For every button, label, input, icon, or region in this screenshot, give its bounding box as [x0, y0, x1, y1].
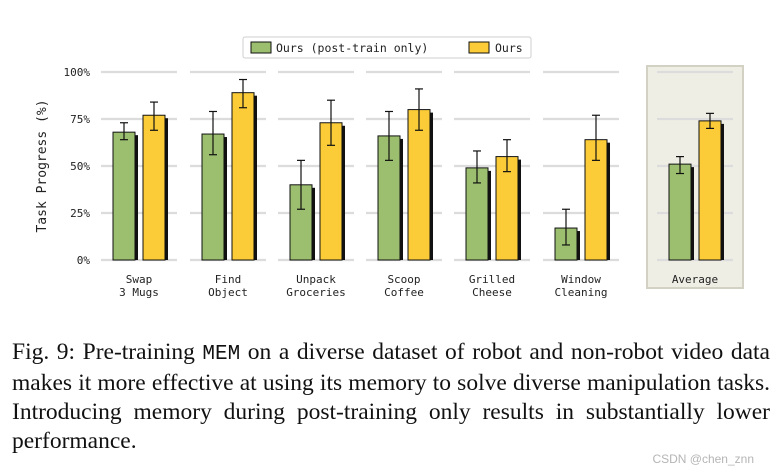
- y-tick-label: 100%: [64, 66, 91, 79]
- x-tick-label: Average: [672, 273, 718, 286]
- y-axis-label: Task Progress (%): [35, 99, 50, 232]
- x-tick-label: 3 Mugs: [119, 286, 159, 299]
- x-tick-label: Unpack: [296, 273, 336, 286]
- legend-label: Ours: [495, 41, 523, 55]
- bar: [407, 109, 431, 261]
- y-tick-label: 75%: [70, 113, 90, 126]
- legend-swatch: [468, 41, 490, 54]
- x-tick-label: Groceries: [286, 286, 346, 299]
- y-tick-label: 50%: [70, 160, 90, 173]
- figure-caption: Fig. 9: Pre-training MEM on a diverse da…: [12, 338, 770, 456]
- y-tick-label: 0%: [77, 254, 91, 267]
- bar: [142, 114, 166, 261]
- caption-prefix: Fig. 9: Pre-training: [12, 339, 203, 365]
- legend-label: Ours (post-train only): [276, 41, 428, 55]
- bar: [698, 120, 722, 261]
- x-tick-label: Object: [208, 286, 248, 299]
- caption-code: MEM: [202, 343, 241, 366]
- x-tick-label: Swap: [126, 273, 153, 286]
- bar: [668, 163, 692, 261]
- x-tick-label: Cleaning: [555, 286, 608, 299]
- caption-rest: on a diverse dataset of robot and non-ro…: [12, 339, 770, 454]
- x-tick-label: Scoop: [387, 273, 420, 286]
- x-tick-label: Grilled: [469, 273, 515, 286]
- y-tick-label: 25%: [70, 207, 90, 220]
- x-tick-label: Coffee: [384, 286, 424, 299]
- x-tick-label: Find: [215, 273, 242, 286]
- x-tick-label: Window: [561, 273, 601, 286]
- bar: [231, 92, 255, 261]
- legend-swatch: [250, 41, 272, 54]
- bar: [112, 131, 136, 261]
- x-tick-label: Cheese: [472, 286, 512, 299]
- watermark: CSDN @chen_znn: [652, 452, 754, 466]
- legend-box: [242, 36, 532, 59]
- highlight-panel: [646, 65, 744, 289]
